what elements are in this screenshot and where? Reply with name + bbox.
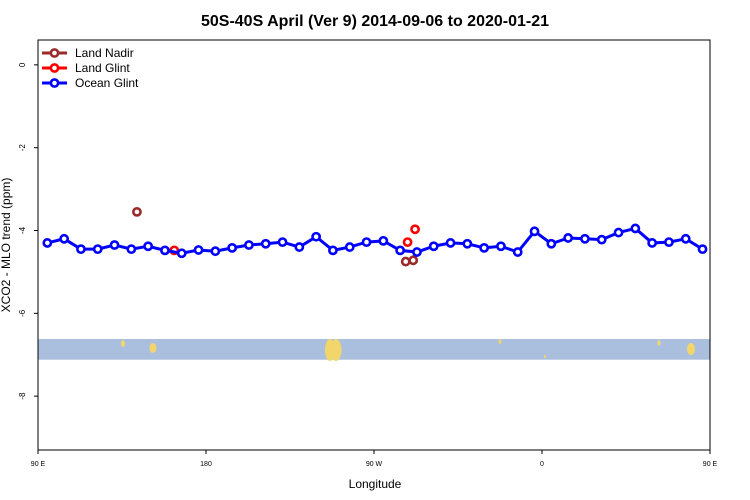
data-point bbox=[563, 233, 574, 243]
legend-marker bbox=[49, 48, 60, 58]
map-land-patch bbox=[330, 339, 342, 362]
data-point bbox=[680, 233, 691, 244]
y-axis: 0 -2 -4 -6 -8 bbox=[18, 62, 38, 400]
data-point bbox=[400, 256, 411, 267]
x-axis-label: Longitude bbox=[349, 477, 402, 491]
data-point bbox=[479, 242, 490, 253]
data-point bbox=[294, 242, 305, 252]
data-point bbox=[42, 238, 53, 248]
map-strip bbox=[38, 339, 710, 362]
data-point bbox=[462, 238, 473, 249]
map-land-patch bbox=[498, 339, 502, 345]
data-point bbox=[244, 240, 254, 250]
x-tick-label: 180 bbox=[200, 461, 212, 468]
data-point bbox=[428, 241, 439, 252]
data-point bbox=[126, 244, 137, 255]
data-point bbox=[546, 238, 557, 249]
data-point bbox=[496, 241, 506, 252]
map-ocean bbox=[38, 339, 710, 360]
data-point bbox=[378, 235, 389, 246]
data-point bbox=[227, 242, 238, 253]
map-land-patch bbox=[544, 355, 546, 359]
data-point bbox=[361, 237, 372, 248]
x-tick-label: 0 bbox=[540, 461, 544, 468]
data-point bbox=[697, 244, 708, 255]
legend-marker bbox=[49, 78, 60, 88]
y-tick-label: -6 bbox=[18, 309, 27, 317]
map-land-patch bbox=[687, 343, 695, 356]
y-tick-label: -2 bbox=[18, 144, 27, 152]
data-point bbox=[311, 231, 322, 242]
data-point bbox=[260, 238, 271, 249]
data-point bbox=[613, 227, 624, 238]
data-point bbox=[410, 224, 420, 235]
legend-label: Land Nadir bbox=[75, 46, 134, 60]
data-point bbox=[445, 238, 456, 248]
legend-item-ocean-glint: Ocean Glint bbox=[42, 76, 139, 90]
chart-title: 50S-40S April (Ver 9) 2014-09-06 to 2020… bbox=[201, 13, 549, 30]
y-axis-label: XCO2 - MLO trend (ppm) bbox=[0, 178, 13, 313]
data-point bbox=[580, 233, 590, 244]
data-point bbox=[408, 255, 419, 266]
data-point bbox=[210, 246, 221, 257]
data-point bbox=[176, 248, 187, 259]
series-line bbox=[46, 226, 704, 255]
x-tick-label: 90 E bbox=[703, 461, 718, 468]
data-point bbox=[664, 237, 674, 248]
data-point bbox=[630, 223, 641, 234]
legend-item-land-nadir: Land Nadir bbox=[42, 46, 134, 60]
x-axis: 90 E 180 90 W 0 90 E bbox=[31, 450, 718, 468]
data-point bbox=[395, 245, 406, 256]
series-layer bbox=[42, 206, 708, 267]
series-land-nadir bbox=[132, 206, 419, 267]
x-tick-label: 90 E bbox=[31, 461, 46, 468]
data-point bbox=[277, 237, 288, 248]
legend-marker bbox=[49, 63, 60, 73]
data-point bbox=[59, 233, 70, 244]
map-land-patch bbox=[121, 340, 125, 348]
legend-label: Ocean Glint bbox=[75, 76, 139, 90]
data-point bbox=[344, 242, 355, 252]
data-point bbox=[412, 247, 422, 257]
plot-frame bbox=[37, 39, 711, 451]
data-point bbox=[328, 245, 338, 256]
y-tick-label: -8 bbox=[18, 392, 27, 400]
data-point bbox=[92, 244, 103, 255]
data-point bbox=[512, 247, 523, 257]
data-point bbox=[76, 244, 86, 255]
x-tick-label: 90 W bbox=[366, 461, 383, 468]
data-point bbox=[160, 245, 170, 256]
legend-label: Land Glint bbox=[75, 61, 130, 75]
y-tick-label: 0 bbox=[18, 62, 27, 67]
data-point bbox=[647, 238, 658, 248]
series-land-glint bbox=[169, 224, 420, 256]
data-point bbox=[132, 206, 142, 217]
map-land-patch bbox=[657, 340, 661, 347]
data-point bbox=[109, 240, 120, 250]
data-point bbox=[529, 226, 540, 237]
legend-item-land-glint: Land Glint bbox=[42, 61, 130, 75]
map-land-patch bbox=[149, 343, 157, 354]
series-ocean-glint bbox=[42, 223, 708, 259]
data-point bbox=[596, 234, 607, 245]
data-point bbox=[143, 241, 154, 252]
data-point bbox=[193, 245, 204, 255]
y-tick-label: -4 bbox=[18, 226, 27, 234]
data-point bbox=[402, 237, 413, 248]
